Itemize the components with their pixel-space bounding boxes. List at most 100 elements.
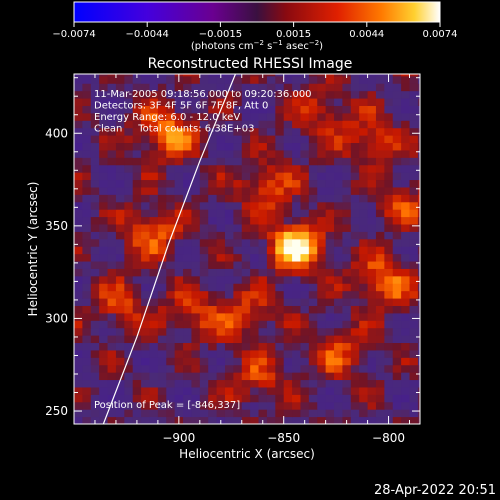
heatmap-pixel (300, 290, 310, 299)
heatmap-pixel (157, 298, 167, 306)
heatmap-pixel (241, 216, 251, 225)
heatmap-pixel (233, 209, 243, 218)
heatmap-pixel (401, 157, 411, 166)
heatmap-pixel (82, 142, 92, 151)
heatmap-pixel (216, 290, 226, 299)
heatmap-pixel (392, 157, 402, 166)
heatmap-pixel (124, 298, 134, 306)
heatmap-pixel (90, 394, 100, 403)
heatmap-pixel (350, 224, 360, 232)
heatmap-pixel (401, 283, 411, 292)
heatmap-pixel (292, 157, 301, 166)
heatmap-pixel (350, 261, 360, 269)
heatmap-pixel (367, 401, 377, 410)
heatmap-pixel (166, 349, 176, 358)
heatmap-pixel (166, 142, 176, 151)
heatmap-pixel (233, 349, 243, 358)
heatmap-pixel (417, 320, 420, 329)
heatmap-pixel (216, 253, 226, 262)
heatmap-pixel (224, 90, 234, 99)
heatmap-pixel (74, 127, 83, 136)
heatmap-pixel (124, 320, 134, 329)
heatmap-pixel (342, 90, 352, 99)
heatmap-pixel (325, 127, 335, 136)
heatmap-pixel (283, 298, 293, 306)
heatmap-pixel (334, 327, 343, 336)
heatmap-pixel (208, 416, 218, 424)
heatmap-pixel (417, 112, 420, 121)
heatmap-pixel (409, 105, 419, 114)
heatmap-pixel (199, 246, 209, 255)
heatmap-pixel (342, 216, 352, 225)
heatmap-pixel (300, 342, 310, 351)
heatmap-pixel (392, 75, 402, 84)
heatmap-pixel (384, 261, 394, 269)
heatmap-pixel (157, 120, 167, 129)
heatmap-pixel (141, 335, 150, 344)
heatmap-pixel (384, 238, 394, 247)
heatmap-pixel (292, 379, 301, 388)
heatmap-pixel (107, 290, 117, 299)
heatmap-pixel (250, 83, 260, 92)
heatmap-pixel (308, 74, 318, 77)
heatmap-pixel (149, 401, 159, 410)
heatmap-pixel (82, 75, 92, 84)
heatmap-pixel (350, 335, 360, 344)
heatmap-pixel (183, 194, 192, 203)
heatmap-pixel (124, 379, 134, 388)
heatmap-pixel (115, 164, 125, 173)
heatmap-pixel (107, 268, 117, 277)
heatmap-pixel (266, 342, 276, 351)
heatmap-pixel (325, 320, 335, 329)
heatmap-pixel (292, 186, 301, 195)
heatmap-pixel (350, 290, 360, 299)
heatmap-pixel (300, 201, 310, 210)
heatmap-pixel (359, 386, 369, 395)
heatmap-pixel (359, 298, 369, 306)
heatmap-pixel (300, 135, 310, 144)
heatmap-pixel (283, 283, 293, 292)
heatmap-pixel (409, 312, 419, 321)
heatmap-pixel (250, 327, 260, 336)
heatmap-pixel (216, 186, 226, 195)
heatmap-pixel (384, 142, 394, 151)
heatmap-pixel (224, 142, 234, 151)
heatmap-pixel (241, 135, 251, 144)
heatmap-pixel (166, 149, 176, 158)
heatmap-pixel (233, 238, 243, 247)
heatmap-pixel (308, 335, 318, 344)
heatmap-pixel (183, 290, 192, 299)
heatmap-pixel (375, 253, 385, 262)
heatmap-pixel (99, 253, 109, 262)
heatmap-pixel (375, 246, 385, 255)
heatmap-pixel (166, 194, 176, 203)
heatmap-pixel (74, 261, 83, 269)
heatmap-pixel (367, 372, 377, 381)
heatmap-pixel (292, 401, 301, 410)
heatmap-pixel (250, 179, 260, 188)
heatmap-pixel (417, 298, 420, 306)
heatmap-pixel (183, 209, 192, 218)
heatmap-pixel (224, 186, 234, 195)
heatmap-pixel (199, 75, 209, 84)
heatmap-pixel (82, 253, 92, 262)
heatmap-pixel (350, 342, 360, 351)
heatmap-pixel (90, 246, 100, 255)
heatmap-pixel (216, 98, 226, 106)
heatmap-pixel (233, 135, 243, 144)
heatmap-pixel (166, 157, 176, 166)
heatmap-pixel (308, 135, 318, 144)
heatmap-pixel (401, 172, 411, 181)
heatmap-pixel (224, 409, 234, 418)
heatmap-pixel (115, 112, 125, 121)
heatmap-pixel (233, 290, 243, 299)
heatmap-pixel (275, 335, 285, 344)
y-tick-label: 350 (45, 219, 68, 233)
heatmap-pixel (375, 268, 385, 277)
heatmap-pixel (149, 224, 159, 232)
heatmap-pixel (417, 357, 420, 366)
heatmap-pixel (308, 172, 318, 181)
heatmap-pixel (124, 142, 134, 151)
heatmap-pixel (82, 409, 92, 418)
heatmap-pixel (132, 201, 142, 210)
